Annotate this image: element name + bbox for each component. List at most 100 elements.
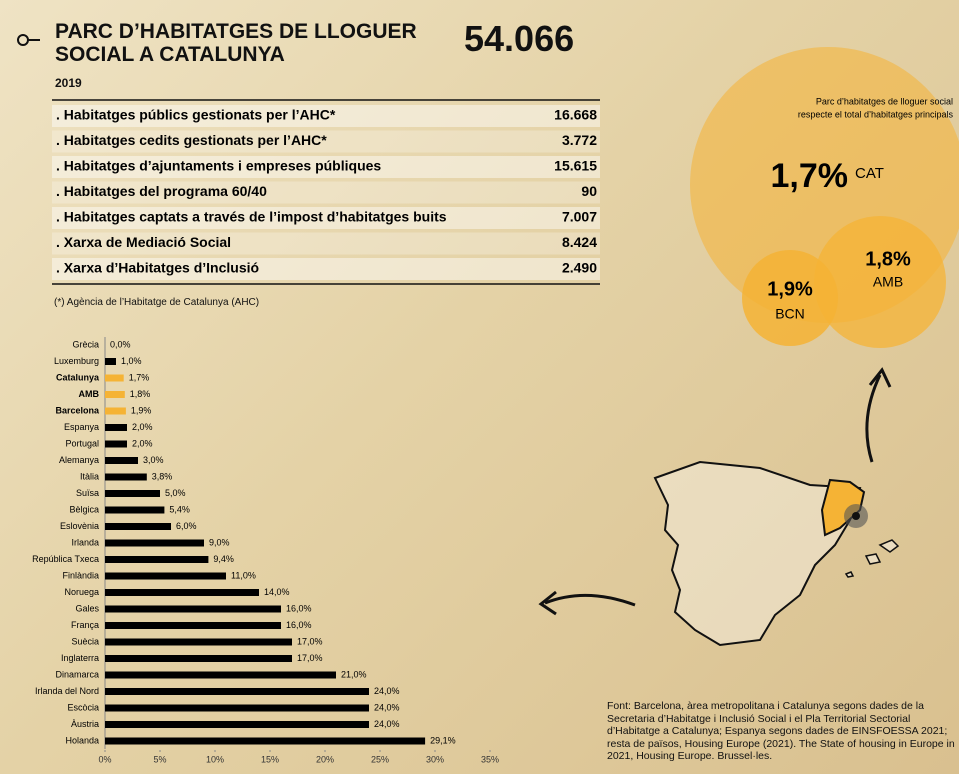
bar [105, 457, 138, 464]
y-tick-label: Itàlia [80, 471, 99, 481]
bar [105, 655, 292, 662]
value-label: 1,8% [130, 389, 151, 399]
row-value: 7.007 [562, 209, 597, 225]
y-tick-label: Espanya [64, 422, 99, 432]
value-label: 16,0% [286, 603, 312, 613]
row-value: 90 [581, 183, 597, 199]
x-tick-label: 0% [98, 754, 111, 764]
y-tick-label: Finlàndia [62, 570, 99, 580]
y-tick-label: Bèlgica [69, 504, 99, 514]
bar [105, 556, 208, 563]
x-tick-label: 5% [153, 754, 166, 764]
value-label: 24,0% [374, 719, 400, 729]
y-tick-label: Barcelona [55, 405, 100, 415]
value-label: 5,4% [169, 504, 190, 514]
y-tick-label: Gales [75, 603, 99, 613]
row-label: . Habitatges públics gestionats per l’AH… [56, 107, 336, 123]
source: Font: Barcelona, àrea metropolitana i Ca… [607, 700, 957, 763]
x-tick-label: 25% [371, 754, 389, 764]
y-tick-label: Holanda [65, 735, 99, 745]
footnote: (*) Agència de l’Habitatge de Catalunya … [54, 297, 259, 308]
row-label: . Habitatges d’ajuntaments i empreses pú… [56, 158, 381, 174]
bar [105, 507, 164, 514]
row-label: . Xarxa de Mediació Social [56, 234, 231, 250]
value-label: 0,0% [110, 339, 131, 349]
bar [105, 375, 124, 382]
bubble-value: 1,7% [771, 157, 849, 195]
value-label: 5,0% [165, 488, 186, 498]
graphics: Parc d’habitatges de lloguer social resp… [0, 0, 959, 774]
value-label: 1,9% [131, 405, 152, 415]
y-tick-label: Noruega [64, 587, 99, 597]
bar [105, 540, 204, 547]
y-tick-label: República Txeca [32, 554, 99, 564]
title-icon [18, 35, 28, 45]
y-tick-label: Grècia [72, 339, 99, 349]
row-value: 3.772 [562, 132, 597, 148]
bar [105, 358, 116, 365]
bar [105, 672, 336, 679]
row-label: . Habitatges captats a través de l’impos… [56, 209, 447, 225]
x-tick-label: 30% [426, 754, 444, 764]
row-label: . Xarxa d’Habitatges d’Inclusió [56, 260, 259, 276]
bar [105, 408, 126, 415]
y-tick-label: Irlanda [71, 537, 99, 547]
y-tick-label: Suïsa [76, 488, 99, 498]
value-label: 6,0% [176, 521, 197, 531]
map-barcelona [852, 512, 860, 520]
value-label: 1,7% [129, 372, 150, 382]
value-label: 3,8% [152, 471, 173, 481]
bar [105, 639, 292, 646]
total: 54.066 [464, 18, 574, 60]
y-tick-label: França [71, 620, 99, 630]
value-label: 9,0% [209, 537, 230, 547]
value-label: 3,0% [143, 455, 164, 465]
row-value: 16.668 [554, 107, 597, 123]
value-label: 16,0% [286, 620, 312, 630]
row-label: . Habitatges cedits gestionats per l’AHC… [56, 132, 327, 148]
bubble-name: BCN [775, 306, 805, 322]
bar [105, 424, 127, 431]
value-label: 1,0% [121, 356, 142, 366]
bar [105, 705, 369, 712]
row-value: 15.615 [554, 158, 597, 174]
bar [105, 606, 281, 613]
x-tick-label: 35% [481, 754, 499, 764]
map-islands [846, 540, 898, 577]
y-tick-label: Dinamarca [55, 669, 99, 679]
y-tick-label: Suècia [71, 636, 99, 646]
bar [105, 391, 125, 398]
x-tick-label: 15% [261, 754, 279, 764]
bar [105, 688, 369, 695]
bubble-caption: Parc d’habitatges de lloguer social [816, 96, 953, 106]
bar [105, 573, 226, 580]
infographic: Parc d’habitatges de lloguer social resp… [0, 0, 959, 774]
value-label: 14,0% [264, 587, 290, 597]
row-value: 8.424 [562, 234, 597, 250]
bar [105, 441, 127, 448]
value-label: 17,0% [297, 636, 323, 646]
title: PARC D’HABITATGES DE LLOGUER SOCIAL A CA… [55, 20, 455, 66]
bar [105, 738, 425, 745]
y-tick-label: Inglaterra [61, 653, 99, 663]
bubble-name: CAT [855, 165, 884, 182]
row-value: 2.490 [562, 260, 597, 276]
bar [105, 589, 259, 596]
arrow [867, 375, 880, 462]
year: 2019 [55, 76, 82, 90]
y-tick-label: Irlanda del Nord [35, 686, 99, 696]
y-tick-label: Àustria [71, 719, 99, 729]
bar [105, 622, 281, 629]
bubble-caption: respecte el total d’habitatges principal… [798, 109, 954, 119]
x-tick-label: 10% [206, 754, 224, 764]
value-label: 29,1% [430, 735, 456, 745]
y-tick-label: Escòcia [67, 702, 99, 712]
value-label: 2,0% [132, 438, 153, 448]
y-tick-label: Luxemburg [54, 356, 99, 366]
row-label: . Habitatges del programa 60/40 [56, 183, 267, 199]
y-tick-label: Eslovènia [60, 521, 99, 531]
value-label: 24,0% [374, 686, 400, 696]
value-label: 21,0% [341, 669, 367, 679]
bar [105, 490, 160, 497]
y-tick-label: Alemanya [59, 455, 99, 465]
